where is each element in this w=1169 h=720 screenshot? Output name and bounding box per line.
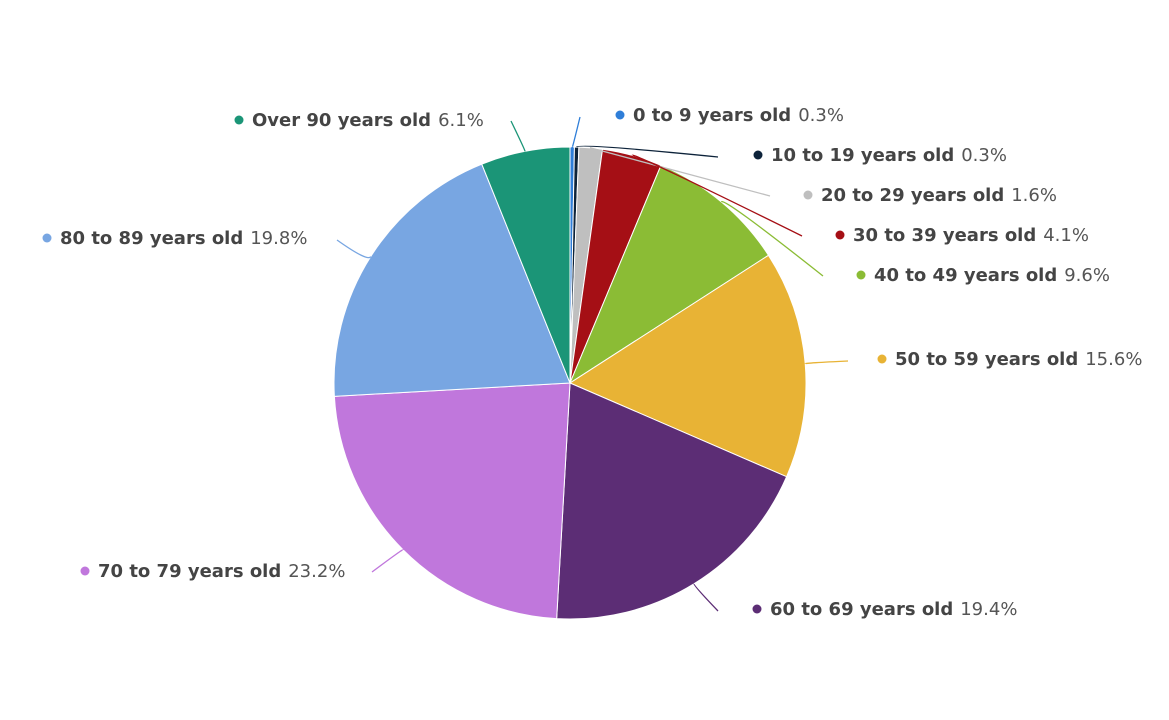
slices-layer xyxy=(333,146,807,620)
slice-value: 4.1% xyxy=(1043,225,1089,246)
slice-value: 9.6% xyxy=(1064,265,1110,286)
label-text-40-to-49-years-old: 40 to 49 years old 9.6% xyxy=(874,265,1110,286)
legend-dot-over-90-years-old xyxy=(234,115,244,125)
slice-value: 19.8% xyxy=(250,228,307,249)
labels-layer: 0 to 9 years old 0.3% 10 to 19 years old 0.… xyxy=(42,105,1142,620)
connector-line-40-to-49-years-old xyxy=(720,201,824,277)
label-text-10-to-19-years-old: 10 to 19 years old 0.3% xyxy=(771,145,1007,166)
label-text-20-to-29-years-old: 20 to 29 years old 1.6% xyxy=(821,185,1057,206)
data-label-10-to-19-years-old: 10 to 19 years old 0.3% xyxy=(753,145,1007,166)
slice-name: 50 to 59 years old xyxy=(895,349,1078,370)
data-label-30-to-39-years-old: 30 to 39 years old 4.1% xyxy=(835,225,1089,246)
connector-line-over-90-years-old xyxy=(510,120,526,152)
legend-dot-50-to-59-years-old xyxy=(877,354,887,364)
connector-line-70-to-79-years-old xyxy=(371,549,404,573)
label-text-over-90-years-old: Over 90 years old 6.1% xyxy=(252,110,484,131)
connector-line-0-to-9-years-old xyxy=(571,116,581,148)
pie-slice-70-to-79-years-old[interactable] xyxy=(333,382,571,620)
legend-dot-60-to-69-years-old xyxy=(752,604,762,614)
slice-name: 70 to 79 years old xyxy=(98,561,281,582)
slice-name: 60 to 69 years old xyxy=(770,599,953,620)
connector-line-20-to-29-years-old xyxy=(590,147,771,197)
slice-name: 10 to 19 years old xyxy=(771,145,954,166)
connector-line-10-to-19-years-old xyxy=(576,145,719,158)
label-text-30-to-39-years-old: 30 to 39 years old 4.1% xyxy=(853,225,1089,246)
data-label-80-to-89-years-old: 80 to 89 years old 19.8% xyxy=(42,228,307,249)
slice-name: Over 90 years old xyxy=(252,110,431,131)
data-label-40-to-49-years-old: 40 to 49 years old 9.6% xyxy=(856,265,1110,286)
slice-name: 0 to 9 years old xyxy=(633,105,791,126)
legend-dot-0-to-9-years-old xyxy=(615,110,625,120)
slice-value: 23.2% xyxy=(288,561,345,582)
slice-value: 0.3% xyxy=(961,145,1007,166)
data-label-over-90-years-old: Over 90 years old 6.1% xyxy=(234,110,484,131)
data-label-20-to-29-years-old: 20 to 29 years old 1.6% xyxy=(803,185,1057,206)
label-text-50-to-59-years-old: 50 to 59 years old 15.6% xyxy=(895,349,1142,370)
legend-dot-40-to-49-years-old xyxy=(856,270,866,280)
slice-value: 15.6% xyxy=(1085,349,1142,370)
slice-name: 20 to 29 years old xyxy=(821,185,1004,206)
label-text-80-to-89-years-old: 80 to 89 years old 19.8% xyxy=(60,228,307,249)
legend-dot-30-to-39-years-old xyxy=(835,230,845,240)
connector-line-30-to-39-years-old xyxy=(631,154,803,237)
connector-line-50-to-59-years-old xyxy=(804,360,849,365)
connector-line-60-to-69-years-old xyxy=(693,583,719,612)
legend-dot-80-to-89-years-old xyxy=(42,233,52,243)
label-text-0-to-9-years-old: 0 to 9 years old 0.3% xyxy=(633,105,844,126)
data-label-0-to-9-years-old: 0 to 9 years old 0.3% xyxy=(615,105,844,126)
connector-line-80-to-89-years-old xyxy=(336,239,372,259)
label-text-70-to-79-years-old: 70 to 79 years old 23.2% xyxy=(98,561,345,582)
pie-slice-over-90-years-old[interactable] xyxy=(481,146,571,384)
data-label-50-to-59-years-old: 50 to 59 years old 15.6% xyxy=(877,349,1142,370)
slice-name: 40 to 49 years old xyxy=(874,265,1057,286)
legend-dot-20-to-29-years-old xyxy=(803,190,813,200)
slice-value: 1.6% xyxy=(1011,185,1057,206)
legend-dot-70-to-79-years-old xyxy=(80,566,90,576)
pie-slice-60-to-69-years-old[interactable] xyxy=(556,382,788,620)
label-text-60-to-69-years-old: 60 to 69 years old 19.4% xyxy=(770,599,1017,620)
data-label-70-to-79-years-old: 70 to 79 years old 23.2% xyxy=(80,561,345,582)
legend-dot-10-to-19-years-old xyxy=(753,150,763,160)
slice-value: 19.4% xyxy=(960,599,1017,620)
slice-name: 30 to 39 years old xyxy=(853,225,1036,246)
slice-value: 0.3% xyxy=(798,105,844,126)
data-label-60-to-69-years-old: 60 to 69 years old 19.4% xyxy=(752,599,1017,620)
slice-value: 6.1% xyxy=(438,110,484,131)
slice-name: 80 to 89 years old xyxy=(60,228,243,249)
